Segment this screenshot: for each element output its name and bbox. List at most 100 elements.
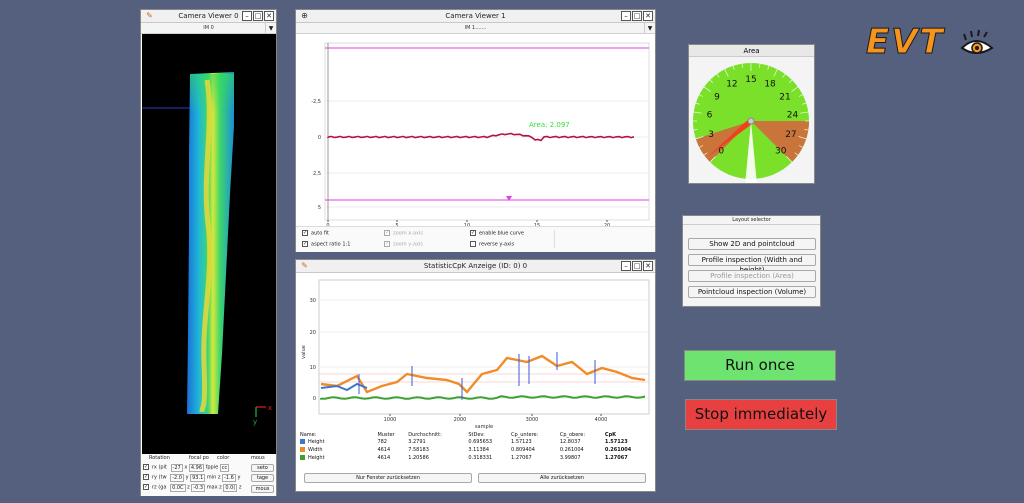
run-once-button[interactable]: Run once xyxy=(684,350,836,381)
zoom-y-option[interactable]: ✓ zoom y-axis xyxy=(384,241,423,248)
camera-viewer-0-window: ✎ Camera Viewer 0 – □ ✕ IM 0 ▼ xyxy=(140,9,277,496)
chevron-down-icon[interactable]: ▼ xyxy=(644,23,655,34)
minimize-icon[interactable]: – xyxy=(621,261,631,271)
gauge-tick xyxy=(773,69,778,77)
area-gauge-title: Area xyxy=(689,45,814,57)
aspect-ratio-option[interactable]: ✓ aspect ratio 1:1 xyxy=(302,241,351,248)
check-icon[interactable]: ✓ xyxy=(302,241,308,247)
profile-curve xyxy=(327,132,635,142)
table-cell: 1.27067 xyxy=(511,455,532,461)
check-icon[interactable]: ✓ xyxy=(384,241,390,247)
statistic-chart[interactable]: 0 10 20 30 1000 2000 3000 4000 value sample xyxy=(297,274,655,430)
rotation-row-y[interactable]: ✓ ry (tw -2.0 y 93.1 min z -1.6 y xyxy=(143,473,241,482)
check-icon[interactable]: ✓ xyxy=(143,484,149,490)
gauge-tick xyxy=(798,94,803,97)
close-icon[interactable]: ✕ xyxy=(643,261,653,271)
close-icon[interactable]: ✕ xyxy=(643,11,653,21)
y-axis-label: value xyxy=(301,345,307,359)
table-cell: 1.20586 xyxy=(408,455,429,461)
check-icon[interactable]: ✓ xyxy=(143,464,149,470)
pointcloud-volume-button[interactable]: Pointcloud inspection (Volume) xyxy=(688,286,816,298)
profile-plot[interactable]: -2,5 0 2,5 5 0 5 10 15 20 Area: 2.097 xyxy=(297,35,655,229)
crosshair-icon: ⊕ xyxy=(301,11,308,20)
gauge-label: 0 xyxy=(718,147,724,157)
table-cell: 0.809404 xyxy=(511,447,535,453)
camera-viewer-0-source[interactable]: IM 0 ▼ xyxy=(141,23,276,34)
col-cpk: CpK xyxy=(604,432,617,438)
unchecked-box-icon[interactable] xyxy=(470,241,476,247)
reverse-y-option[interactable]: reverse y-axis xyxy=(470,241,514,248)
check-icon[interactable]: ✓ xyxy=(302,230,308,236)
minimize-icon[interactable]: – xyxy=(242,11,252,21)
reset-all-button[interactable]: Alle zurücksetzen xyxy=(478,473,646,483)
eye-icon xyxy=(960,29,994,54)
y-tick-label: 10 xyxy=(310,365,316,371)
depth-image-view[interactable]: x y xyxy=(142,34,276,454)
rotation-row-x[interactable]: ✓ rx (pit -27 x 4.96 fppie cc xyxy=(143,463,230,472)
reset-button[interactable]: seto xyxy=(251,464,274,472)
logo-text: EVT xyxy=(866,22,945,63)
statistic-table: Name: Muster Durchschnitt: StDev: Cp_unt… xyxy=(300,432,652,472)
chevron-down-icon[interactable]: ▼ xyxy=(265,23,276,34)
mouse-button[interactable]: mous xyxy=(251,485,274,493)
camera-viewer-1-titlebar[interactable]: ⊕ Camera Viewer 1 – □ ✕ xyxy=(296,10,655,23)
rotation-row-z[interactable]: ✓ rz (ga 0.0C z -0.3 max z 0.0( z xyxy=(143,483,242,492)
series-color-swatch xyxy=(300,439,305,444)
camera-viewer-0-titlebar[interactable]: ✎ Camera Viewer 0 – □ ✕ xyxy=(141,10,276,23)
maximize-icon[interactable]: □ xyxy=(253,11,263,21)
gauge-label: 21 xyxy=(779,92,790,102)
col-stdev: StDev: xyxy=(468,432,485,438)
gauge-label: 30 xyxy=(775,147,787,157)
gauge-tick xyxy=(802,102,807,105)
check-icon[interactable]: ✓ xyxy=(143,474,149,480)
series-width-orange xyxy=(320,354,646,394)
blue-curve-option[interactable]: ✓ enable blue curve xyxy=(470,230,524,237)
table-row: Height 782 3.2791 0.695653 1.57123 12.8037 1.5… xyxy=(300,438,652,446)
auto-fit-option[interactable]: ✓ auto fit xyxy=(302,230,329,237)
y-tick-label: 20 xyxy=(310,330,316,336)
gauge-tick xyxy=(709,79,714,84)
show-2d-pointcloud-button[interactable]: Show 2D and pointcloud xyxy=(688,238,816,250)
check-icon[interactable]: ✓ xyxy=(470,230,476,236)
table-cell: 1.57123 xyxy=(604,439,628,445)
minimize-icon[interactable]: – xyxy=(621,11,631,21)
reset-window-button[interactable]: Nur Fenster zurücksetzen xyxy=(304,473,472,483)
gauge-tick xyxy=(693,111,702,114)
camera-viewer-1-source[interactable]: IM 1....... ▼ xyxy=(296,23,655,34)
gauge-label: 12 xyxy=(726,80,737,90)
table-cell: 7.58183 xyxy=(408,447,429,453)
camera-controls: Rotation focal po color mous ✓ rx (pit -2… xyxy=(141,454,276,496)
check-icon[interactable]: ✓ xyxy=(384,230,390,236)
gauge-tick xyxy=(693,129,698,131)
depth-image: x y xyxy=(142,72,272,426)
statistic-title: StatisticCpK Anzeige (ID: 0) 0 xyxy=(423,262,528,270)
mouse-label: mous xyxy=(251,455,265,461)
close-icon[interactable]: ✕ xyxy=(264,11,274,21)
x-axis-label: sample xyxy=(475,424,493,430)
gauge-tick xyxy=(782,73,786,78)
gauge-tick xyxy=(703,152,708,156)
statistic-titlebar[interactable]: ✎ StatisticCpK Anzeige (ID: 0) 0 – □ ✕ xyxy=(296,260,655,273)
col-name: Name: xyxy=(300,432,317,438)
focal-label: focal po xyxy=(189,455,209,461)
plot-area xyxy=(318,279,650,415)
table-cell: 1.57123 xyxy=(511,439,532,445)
stop-immediately-button[interactable]: Stop immediately xyxy=(685,399,837,430)
divider xyxy=(554,230,555,248)
x-tick-label: 1000 xyxy=(384,417,397,423)
col-cp-untere: Cp_untere: xyxy=(511,432,539,438)
col-cp-obere: Cp_obere: xyxy=(559,432,586,438)
profile-area-button[interactable]: Profile inspection (Area) xyxy=(688,270,816,282)
zoom-x-option[interactable]: ✓ zoom x-axis xyxy=(384,230,423,237)
gauge-label: 6 xyxy=(707,110,713,120)
evt-logo: EVT xyxy=(866,22,996,66)
gauge-hub xyxy=(747,117,755,125)
maximize-icon[interactable]: □ xyxy=(632,261,642,271)
y-tick-label: -2,5 xyxy=(311,99,321,105)
profile-width-height-button[interactable]: Profile inspection (Width and height) xyxy=(688,254,816,274)
maximize-icon[interactable]: □ xyxy=(632,11,642,21)
magnify-button[interactable]: tage xyxy=(251,474,274,482)
gauge-tick xyxy=(759,63,761,68)
